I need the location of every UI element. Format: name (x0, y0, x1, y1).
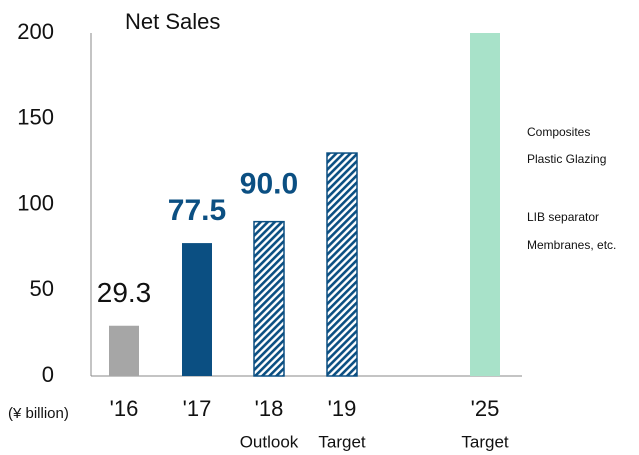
data-label: 90.0 (240, 168, 298, 201)
annotation: Plastic Glazing (527, 152, 606, 166)
bar (109, 325, 139, 376)
y-axis-label: (¥ billion) (8, 405, 69, 422)
x-sublabel: Target (461, 432, 509, 451)
y-tick-label: 150 (17, 105, 54, 130)
annotation: Composites (527, 125, 590, 139)
bar (182, 243, 212, 376)
data-label: 29.3 (97, 277, 152, 308)
y-tick-label: 0 (42, 362, 54, 387)
x-tick-label: '16 (110, 396, 139, 421)
y-tick-label: 50 (30, 276, 54, 301)
bar (470, 33, 500, 376)
x-sublabel: Outlook (240, 432, 299, 451)
x-tick-label: '17 (183, 396, 212, 421)
x-tick-label: '18 (255, 396, 284, 421)
bar (253, 220, 285, 377)
annotation: Membranes, etc. (527, 238, 616, 252)
x-tick-label: '19 (328, 396, 357, 421)
y-tick-label: 200 (17, 19, 54, 44)
bar (326, 152, 358, 377)
annotation: LIB separator (527, 210, 599, 224)
data-label: 77.5 (168, 194, 226, 227)
y-tick-label: 100 (17, 190, 54, 215)
chart-title: Net Sales (125, 9, 220, 34)
x-tick-label: '25 (471, 396, 500, 421)
x-sublabel: Target (318, 432, 366, 451)
